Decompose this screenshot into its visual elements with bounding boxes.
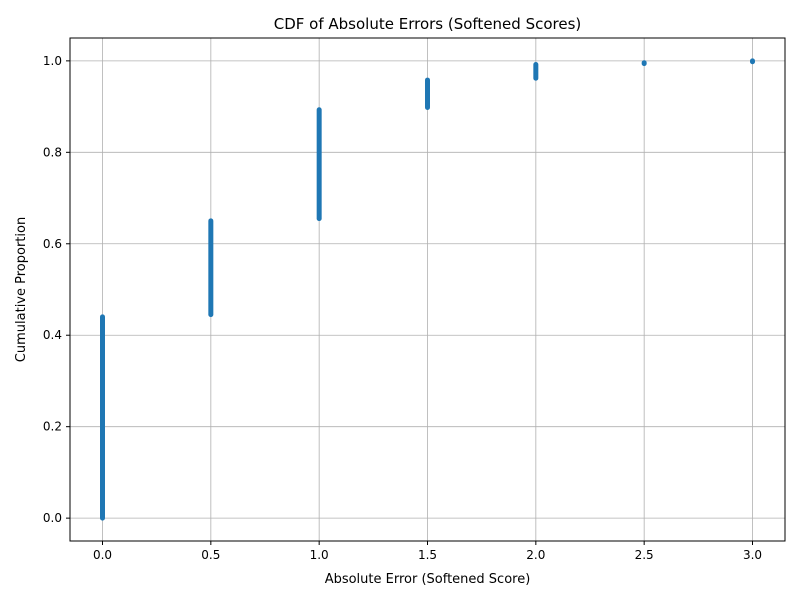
y-tick-label: 1.0: [43, 54, 62, 68]
y-tick-label: 0.0: [43, 511, 62, 525]
x-tick-label: 2.5: [635, 548, 654, 562]
y-axis-label: Cumulative Proportion: [14, 217, 29, 362]
y-tick-label: 0.8: [43, 145, 62, 159]
grid-lines: [70, 38, 785, 541]
x-tick-label: 1.5: [418, 548, 437, 562]
x-tick-label: 2.0: [526, 548, 545, 562]
x-tick-label: 0.5: [201, 548, 220, 562]
data-points: [100, 58, 755, 521]
y-tick-label: 0.4: [43, 328, 62, 342]
x-tick-label: 0.0: [93, 548, 112, 562]
chart-title: CDF of Absolute Errors (Softened Scores): [274, 15, 582, 33]
x-tick-label: 3.0: [743, 548, 762, 562]
axis-ticks: 0.0 0.5 1.0 1.5 2.0 2.5 3.0 0.0 0.2 0.4 0.6 0.8 1.0: [43, 54, 762, 562]
x-tick-label: 1.0: [310, 548, 329, 562]
y-tick-label: 0.6: [43, 237, 62, 251]
x-axis-label: Absolute Error (Softened Score): [325, 572, 531, 587]
y-tick-label: 0.2: [43, 420, 62, 434]
